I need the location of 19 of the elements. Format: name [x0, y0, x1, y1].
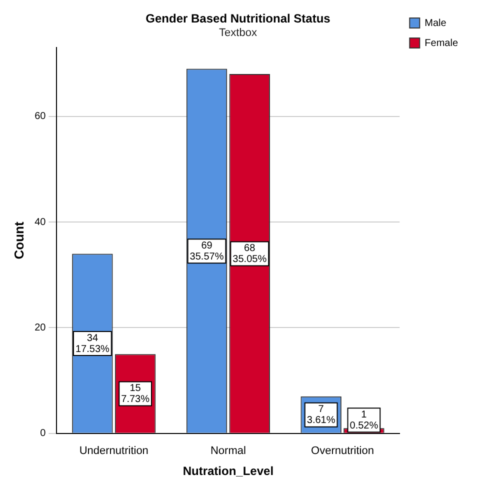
data-label: 1 0.52%	[350, 409, 378, 432]
data-label: 69 35.57%	[190, 240, 224, 262]
y-axis-title: Count	[11, 221, 26, 260]
data-label: 7 3.61%	[306, 404, 336, 426]
y-tick-label: 40	[34, 216, 46, 228]
x-axis-title: Nutration_Level	[182, 464, 274, 478]
legend-label: Male	[424, 18, 447, 29]
chart-subtitle: Textbox	[219, 27, 258, 40]
data-label: 15 7.73%	[121, 383, 150, 406]
chart-title: Gender Based Nutritional Status	[146, 12, 331, 26]
x-tick-label: Undernutrition	[79, 445, 148, 458]
legend-label: Female	[424, 38, 458, 49]
y-tick-label: 20	[34, 322, 46, 334]
x-tick-label: Normal	[210, 445, 246, 458]
y-tick-label: 60	[34, 111, 46, 122]
y-tick-label: 0	[40, 428, 46, 440]
data-label: 68 35.05%	[232, 242, 267, 265]
x-tick-label: Overnutrition	[311, 445, 374, 458]
data-label: 34 17.53%	[75, 332, 110, 355]
